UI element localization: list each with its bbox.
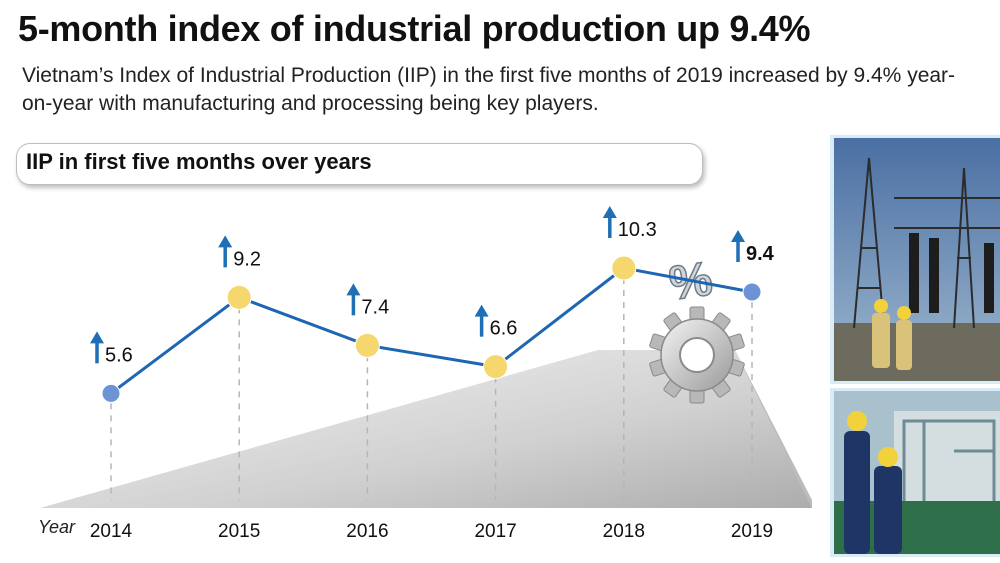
data-point xyxy=(354,332,380,358)
data-point xyxy=(742,282,762,302)
section-label: IIP in first five months over years xyxy=(26,149,372,174)
x-tick-label: 2017 xyxy=(474,521,516,542)
up-arrow-icon xyxy=(731,230,745,262)
data-label: 7.4 xyxy=(361,296,389,318)
up-arrow-icon xyxy=(602,206,617,238)
data-label: 9.4 xyxy=(746,243,775,265)
data-label: 9.2 xyxy=(233,248,261,270)
power-substation-photo xyxy=(830,135,1000,384)
page-title: 5-month index of industrial production u… xyxy=(18,8,811,49)
data-label: 5.6 xyxy=(105,344,133,366)
data-point xyxy=(101,383,121,403)
up-arrow-icon xyxy=(218,235,233,268)
data-label: 10.3 xyxy=(618,219,657,241)
section-header-box xyxy=(16,143,703,185)
x-axis-label: Year xyxy=(38,517,76,537)
data-point xyxy=(483,354,509,380)
iip-line-chart: % 5.6 9.2 7.4 6.6 10.3 9.4 2014 2015 2016 2017 20… xyxy=(38,206,812,542)
factory-workers-photo xyxy=(830,388,1000,557)
perspective-wedge xyxy=(40,350,812,508)
up-arrow-icon xyxy=(474,304,489,337)
up-arrow-icon xyxy=(90,331,104,364)
up-arrow-icon xyxy=(346,283,361,316)
series-line xyxy=(110,266,753,395)
x-tick-label: 2014 xyxy=(90,521,133,542)
x-tick-label: 2016 xyxy=(346,521,388,542)
data-point xyxy=(226,284,252,310)
gear-percent-icon: % xyxy=(649,252,745,404)
x-tick-label: 2018 xyxy=(603,521,645,542)
page-subtitle: Vietnam’s Index of Industrial Production… xyxy=(22,64,956,115)
data-label: 6.6 xyxy=(490,318,518,340)
data-point xyxy=(611,255,637,281)
x-tick-label: 2019 xyxy=(731,521,773,542)
x-tick-label: 2015 xyxy=(218,521,260,542)
perspective-wedge-edge xyxy=(735,350,812,508)
